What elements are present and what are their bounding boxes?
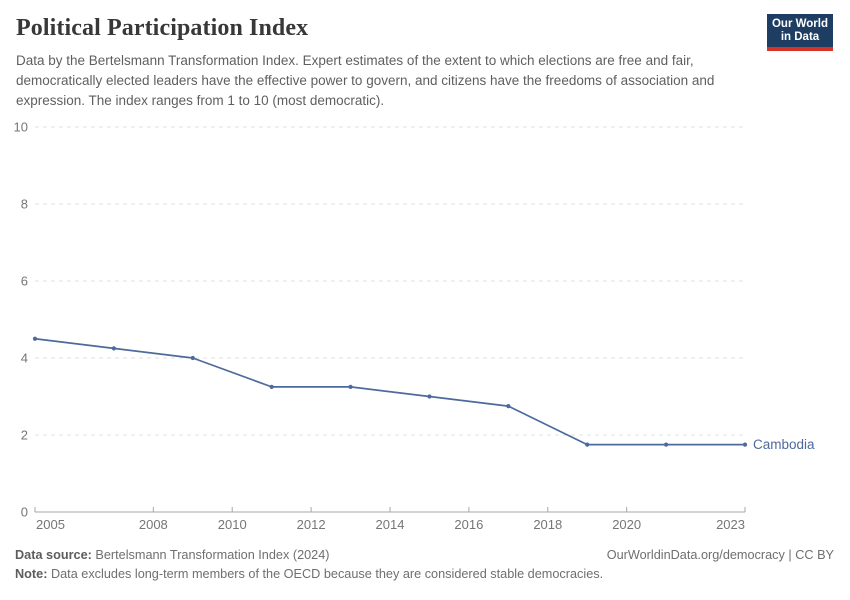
data-point[interactable] bbox=[190, 355, 195, 361]
owid-license-link[interactable]: OurWorldinData.org/democracy | CC BY bbox=[606, 548, 834, 562]
y-tick-label: 4 bbox=[21, 351, 28, 366]
x-tick-label: 2010 bbox=[218, 517, 247, 532]
owid-logo-line1: Our World bbox=[771, 17, 828, 30]
data-point[interactable] bbox=[664, 442, 669, 447]
y-tick-label: 10 bbox=[14, 120, 28, 135]
data-point[interactable] bbox=[427, 394, 432, 399]
owid-logo-line2: in Data bbox=[780, 30, 820, 43]
series-line[interactable] bbox=[34, 337, 745, 446]
chart-subtitle: Data by the Bertelsmann Transformation I… bbox=[16, 53, 715, 108]
x-tick-label: 2023 bbox=[716, 517, 745, 532]
owid-logo[interactable]: Our World in Data bbox=[767, 14, 833, 51]
chart-header: Political Participation Index Our World … bbox=[0, 0, 850, 111]
data-point[interactable] bbox=[742, 442, 748, 447]
data-point[interactable] bbox=[111, 346, 116, 351]
data-point[interactable] bbox=[32, 336, 38, 341]
data-point[interactable] bbox=[506, 404, 511, 409]
x-tick-label: 2005 bbox=[36, 517, 65, 532]
x-tick-label: 2016 bbox=[454, 517, 483, 532]
x-tick-label: 2012 bbox=[297, 517, 326, 532]
data-point[interactable] bbox=[585, 442, 590, 447]
x-tick-label: 2018 bbox=[533, 517, 562, 532]
note-line: Note: Data excludes long-term members of… bbox=[15, 567, 834, 581]
chart-plot-area[interactable]: 0 2 4 6 8 10 2005 2008 2010 2012 2014 2016 2018 2020 2… bbox=[0, 115, 850, 540]
series-end-label[interactable]: Cambodia bbox=[753, 437, 815, 452]
data-source-text: Bertelsmann Transformation Index (2024) bbox=[95, 548, 330, 562]
y-tick-label: 8 bbox=[21, 197, 28, 212]
note-text: Data excludes long-term members of the O… bbox=[50, 567, 604, 581]
data-point[interactable] bbox=[348, 384, 353, 389]
y-tick-label: 0 bbox=[21, 505, 28, 520]
y-tick-label: 6 bbox=[21, 274, 28, 289]
data-point[interactable] bbox=[269, 384, 274, 389]
x-tick-label: 2014 bbox=[376, 517, 405, 532]
chart-footer: Data source: Bertelsmann Transformation … bbox=[15, 548, 834, 581]
data-source-line: Data source: Bertelsmann Transformation … bbox=[15, 548, 330, 562]
x-tick-label: 2020 bbox=[612, 517, 641, 532]
page-title: Political Participation Index bbox=[16, 15, 309, 41]
note-label: Note: bbox=[15, 567, 48, 581]
y-tick-label: 2 bbox=[21, 428, 28, 443]
data-source-label: Data source: bbox=[15, 548, 92, 562]
x-tick-label: 2008 bbox=[139, 517, 168, 532]
